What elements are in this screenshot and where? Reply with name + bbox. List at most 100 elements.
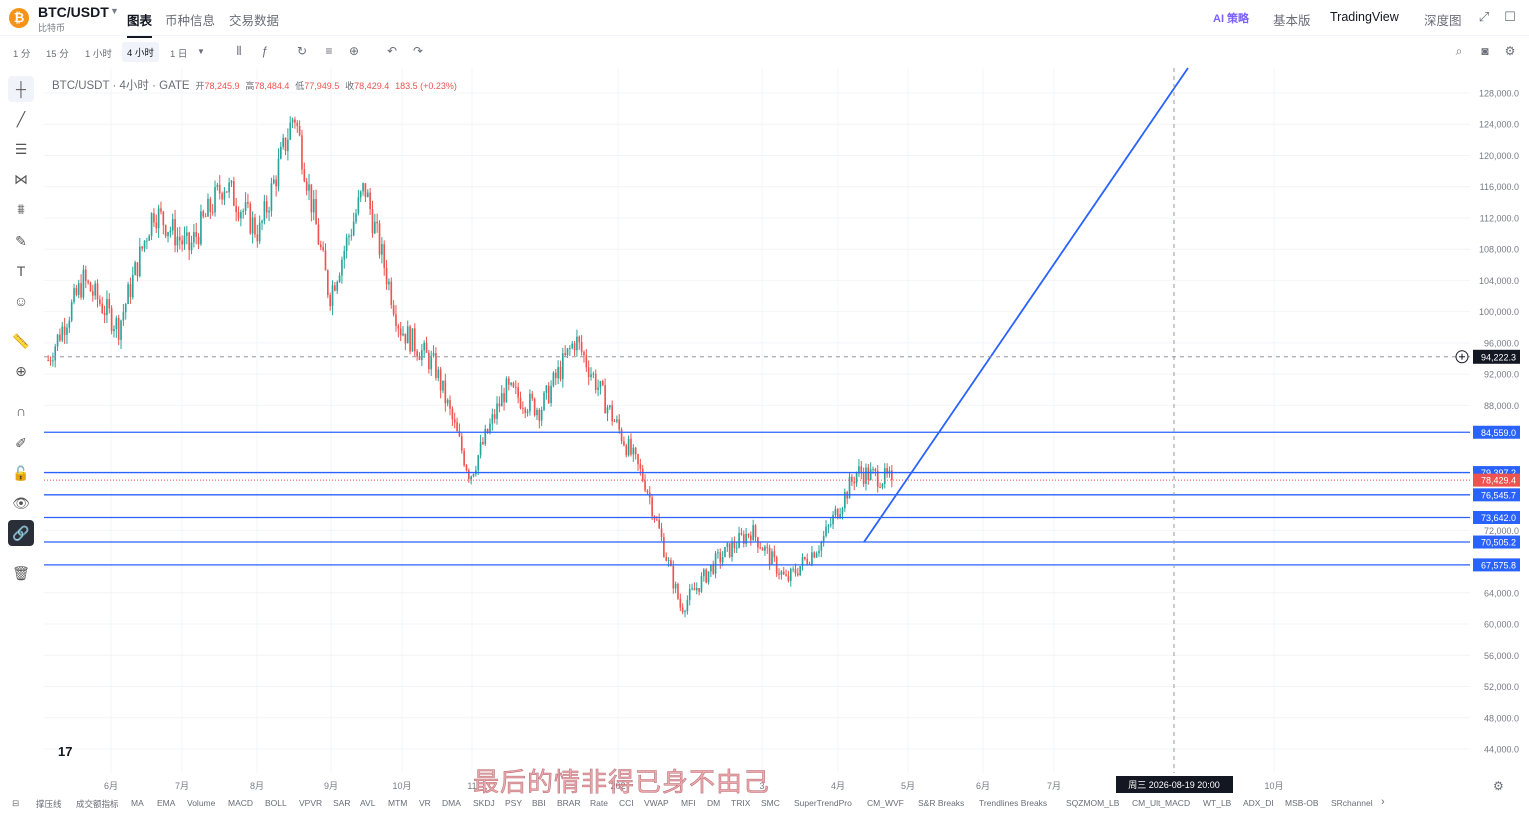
ai-strategy-button[interactable]: AI 策略	[1213, 13, 1250, 25]
indicator-item[interactable]: EMA	[157, 798, 176, 808]
fullscreen-icon[interactable]: ☐	[1504, 9, 1516, 24]
candle-body	[489, 423, 491, 433]
link-icon[interactable]: 🔗	[8, 520, 34, 546]
view-depth[interactable]: 深度图	[1424, 14, 1462, 28]
y-tick-label: 108,000.0	[1479, 245, 1519, 255]
candle-body	[284, 137, 287, 152]
candle-body	[282, 137, 284, 147]
indicator-item[interactable]: Trendlines Breaks	[979, 798, 1048, 808]
eye-icon[interactable]: 👁	[12, 495, 30, 511]
replay-icon[interactable]: ↻	[296, 44, 308, 58]
view-tradingview[interactable]: TradingView	[1330, 10, 1399, 24]
text-tool-icon[interactable]: T	[16, 263, 26, 279]
fib-tool-icon[interactable]: ☰	[14, 141, 28, 157]
candle-body	[442, 380, 444, 391]
trash-icon[interactable]: 🗑	[12, 565, 30, 581]
indicators-icon[interactable]: ƒ	[261, 44, 269, 58]
indicator-item[interactable]: BBI	[532, 798, 546, 808]
lock-icon[interactable]: 🔓	[12, 465, 30, 481]
chevron-down-icon[interactable]: ▼	[110, 6, 119, 16]
zoom-in-icon[interactable]: ⊕	[15, 363, 27, 379]
timeframe-15m[interactable]: 15 分	[46, 49, 69, 60]
tab-chart[interactable]: 图表	[127, 10, 153, 38]
pattern-tool-icon[interactable]: ⋈	[14, 171, 28, 187]
add-alert-icon[interactable]: ⊕	[348, 44, 360, 58]
indicator-item[interactable]: 成交额指标	[76, 799, 119, 809]
indicator-item[interactable]: SuperTrendPro	[794, 798, 852, 808]
indicator-item[interactable]: SAR	[333, 798, 351, 808]
legend-symbol: BTC/USDT · 4小时 · GATE	[52, 80, 190, 92]
candle-body	[742, 534, 745, 544]
tab-trade-data[interactable]: 交易数据	[229, 14, 280, 28]
indicator-item[interactable]: DM	[707, 798, 721, 808]
lock-drawing-icon[interactable]: ✐	[15, 435, 27, 451]
candle-body	[451, 408, 454, 420]
trendline-tool-icon[interactable]: ╱	[16, 111, 26, 127]
camera-icon[interactable]: ◙	[1481, 44, 1489, 58]
y-tick-label: 124,000.0	[1479, 120, 1519, 130]
expand-icon[interactable]: ⤢	[1478, 9, 1490, 24]
candle-body	[679, 598, 682, 608]
timeframe-4h[interactable]: 4 小时	[122, 42, 159, 62]
indicator-item[interactable]: SKDJ	[473, 798, 495, 808]
magnet-icon[interactable]: ∩	[15, 403, 27, 419]
indicator-item[interactable]: 撑压线	[36, 799, 62, 809]
indicator-item[interactable]: WT_LB	[1203, 798, 1232, 808]
indicator-menu-icon[interactable]: ⊟	[12, 798, 20, 808]
chevron-right-icon[interactable]: ›	[1381, 796, 1385, 808]
indicator-item[interactable]: MFI	[681, 798, 696, 808]
search-icon[interactable]: ⌕	[1455, 44, 1463, 58]
timeframe-1m[interactable]: 1 分	[13, 49, 31, 60]
brush-tool-icon[interactable]: ✎	[15, 233, 27, 249]
indicator-item[interactable]: CCI	[619, 798, 634, 808]
crosshair-tool-icon[interactable]: ┼	[8, 76, 34, 102]
candle-body	[797, 573, 799, 576]
indicator-item[interactable]: MTM	[388, 798, 408, 808]
indicator-item[interactable]: VWAP	[644, 798, 669, 808]
y-tick-label: 44,000.0	[1484, 745, 1519, 755]
ruler-tool-icon[interactable]: 📏	[12, 333, 30, 349]
candle-type-icon[interactable]: ⫴	[236, 44, 242, 58]
chevron-down-icon[interactable]: ▼	[197, 47, 205, 56]
indicator-item[interactable]: CM_Ult_MACD	[1132, 798, 1191, 808]
indicator-item[interactable]: SQZMOM_LB	[1066, 798, 1120, 808]
indicator-item[interactable]: AVL	[360, 798, 376, 808]
indicator-item[interactable]: VR	[419, 798, 431, 808]
undo-icon[interactable]: ↶	[386, 44, 398, 58]
indicator-item[interactable]: MSB-OB	[1285, 798, 1319, 808]
indicator-item[interactable]: VPVR	[299, 798, 323, 808]
indicator-item[interactable]: S&R Breaks	[918, 798, 965, 808]
candle-body	[825, 526, 827, 537]
indicator-item[interactable]: Rate	[590, 798, 608, 808]
indicator-item[interactable]: BOLL	[265, 798, 287, 808]
y-tick-label: 112,000.0	[1480, 213, 1519, 223]
template-icon[interactable]: ≡	[325, 44, 333, 58]
gear-icon[interactable]: ⚙	[1504, 44, 1516, 58]
pair-title[interactable]: BTC/USDT	[38, 4, 109, 20]
measure-tool-icon[interactable]: ⩩	[17, 201, 25, 217]
candle-body	[463, 450, 465, 466]
redo-icon[interactable]: ↷	[412, 44, 424, 58]
candle-body	[287, 139, 289, 152]
indicator-item[interactable]: MACD	[228, 798, 254, 808]
timeframe-1d[interactable]: 1 日	[170, 49, 188, 60]
settings-icon[interactable]: ⚙	[1493, 779, 1504, 793]
indicator-item[interactable]: PSY	[505, 798, 523, 808]
indicator-item[interactable]: CM_WVF	[867, 798, 904, 808]
indicator-item[interactable]: SRchannel	[1331, 798, 1373, 808]
indicator-item[interactable]: SMC	[761, 798, 780, 808]
indicator-item[interactable]: MA	[131, 798, 144, 808]
indicator-item[interactable]: ADX_DI	[1243, 798, 1274, 808]
candle-body	[780, 571, 783, 575]
indicator-item[interactable]: Volume	[187, 798, 216, 808]
indicator-item[interactable]: BRAR	[557, 798, 581, 808]
emoji-tool-icon[interactable]: ☺	[13, 293, 29, 309]
tab-coin-info[interactable]: 币种信息	[165, 14, 216, 28]
trendline-projection[interactable]	[863, 67, 1189, 543]
timeframe-1h[interactable]: 1 小时	[85, 49, 112, 60]
view-basic[interactable]: 基本版	[1273, 14, 1311, 28]
candle-body	[225, 191, 228, 193]
indicator-item[interactable]: DMA	[442, 798, 461, 808]
indicator-item[interactable]: TRIX	[731, 798, 751, 808]
